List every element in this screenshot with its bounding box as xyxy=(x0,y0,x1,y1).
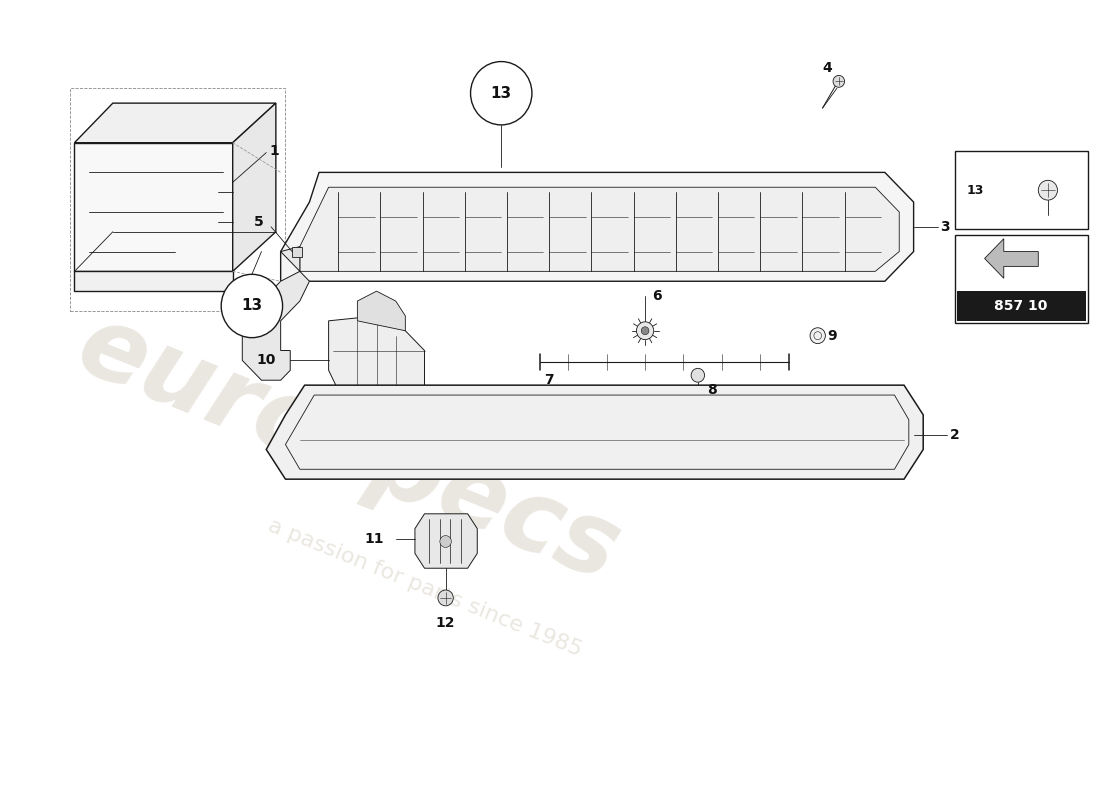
Text: 4: 4 xyxy=(823,62,833,75)
Circle shape xyxy=(694,396,702,404)
Bar xyxy=(128,179,180,207)
Text: 3: 3 xyxy=(940,220,950,234)
Polygon shape xyxy=(75,103,276,142)
Bar xyxy=(957,291,1086,321)
Polygon shape xyxy=(300,187,899,271)
FancyBboxPatch shape xyxy=(955,150,1088,229)
Polygon shape xyxy=(984,238,1038,278)
Text: a passion for parts since 1985: a passion for parts since 1985 xyxy=(265,516,584,660)
Circle shape xyxy=(221,274,283,338)
Circle shape xyxy=(438,590,453,606)
Text: 12: 12 xyxy=(436,616,455,630)
Text: 7: 7 xyxy=(544,374,554,387)
Polygon shape xyxy=(415,514,477,568)
Text: 13: 13 xyxy=(491,86,512,101)
Polygon shape xyxy=(75,142,233,271)
Polygon shape xyxy=(242,246,309,380)
Circle shape xyxy=(637,322,653,340)
Circle shape xyxy=(440,535,451,547)
Polygon shape xyxy=(266,385,923,479)
Polygon shape xyxy=(293,246,301,257)
Text: 1: 1 xyxy=(270,144,279,158)
Polygon shape xyxy=(280,172,914,282)
Text: 5: 5 xyxy=(254,215,263,229)
Text: 6: 6 xyxy=(652,289,661,303)
FancyBboxPatch shape xyxy=(955,234,1088,323)
Circle shape xyxy=(471,62,532,125)
Text: 857 10: 857 10 xyxy=(994,299,1047,313)
Text: 9: 9 xyxy=(827,329,837,342)
Polygon shape xyxy=(358,291,405,330)
Text: 2: 2 xyxy=(950,428,960,442)
Text: 11: 11 xyxy=(365,531,384,546)
Circle shape xyxy=(1038,180,1057,200)
Polygon shape xyxy=(329,316,425,415)
Polygon shape xyxy=(75,271,233,291)
Text: 13: 13 xyxy=(967,184,983,197)
Circle shape xyxy=(833,75,845,87)
Circle shape xyxy=(810,328,825,343)
Text: eurospecs: eurospecs xyxy=(63,297,632,602)
Text: 10: 10 xyxy=(256,354,276,367)
Bar xyxy=(69,88,286,311)
Text: 8: 8 xyxy=(707,383,717,397)
Polygon shape xyxy=(233,103,276,271)
Text: 13: 13 xyxy=(241,298,263,314)
Circle shape xyxy=(641,326,649,334)
Circle shape xyxy=(691,368,704,382)
